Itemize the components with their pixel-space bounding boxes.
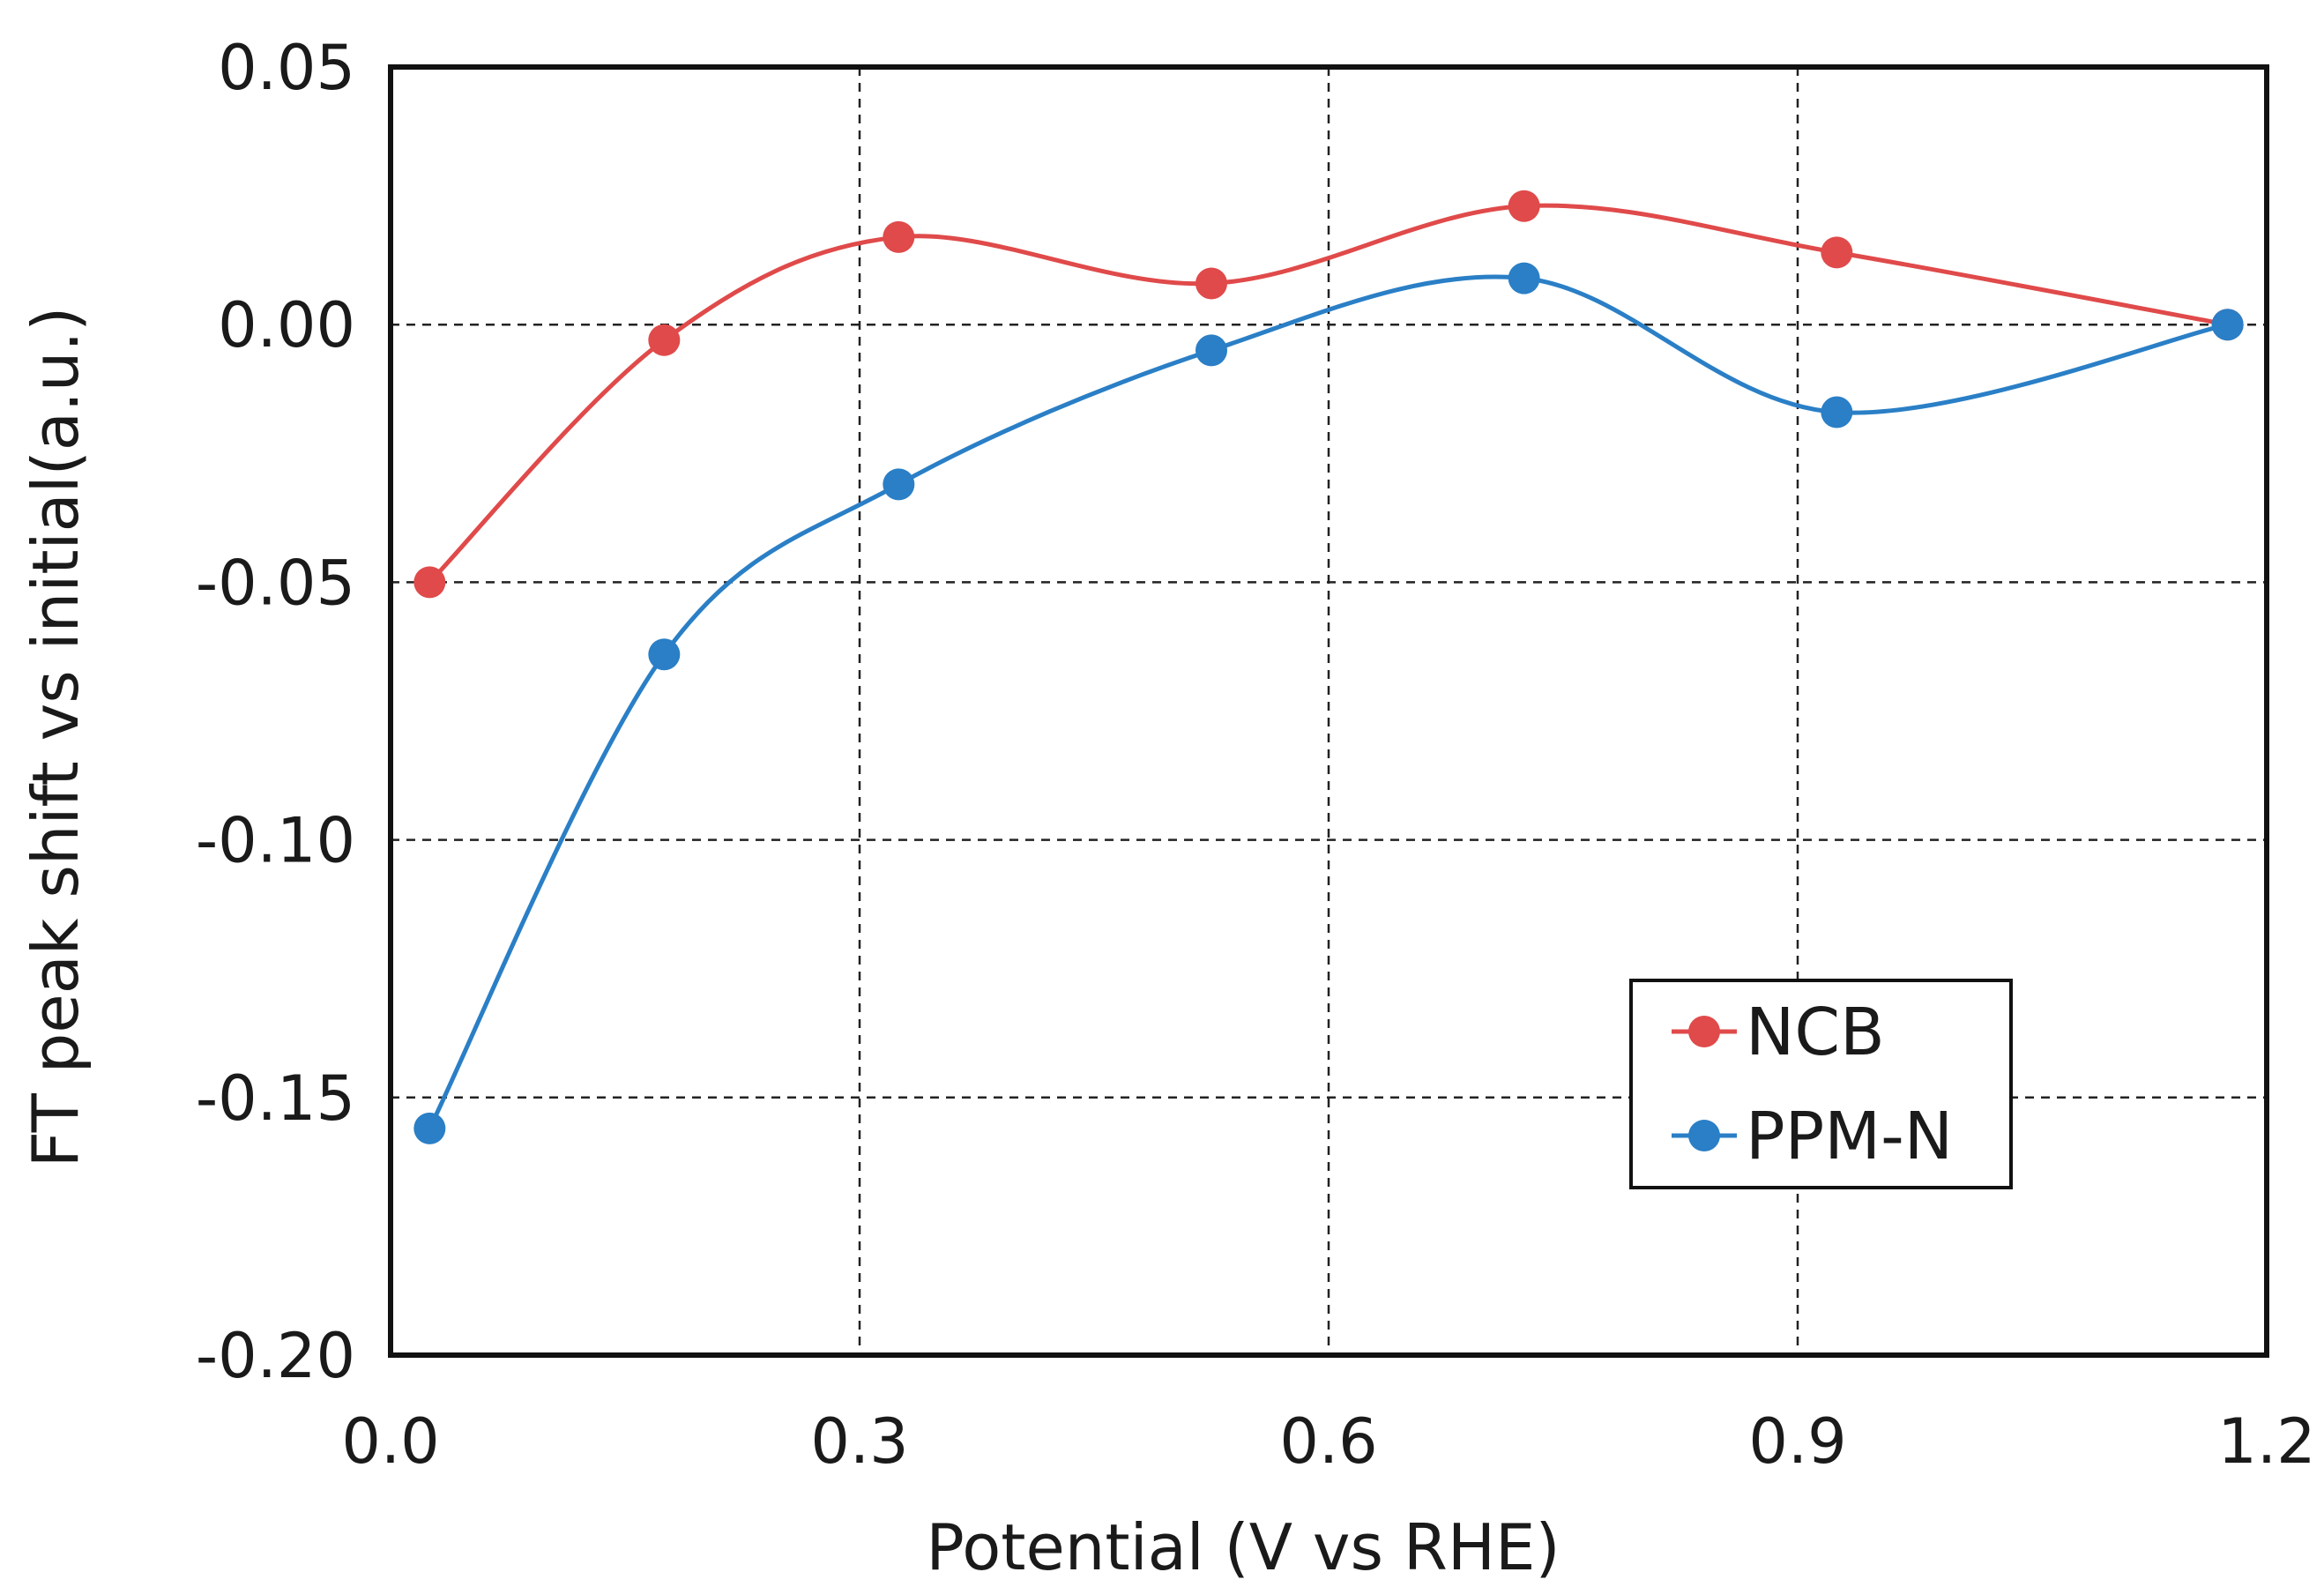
plot-frame bbox=[388, 64, 2269, 1358]
data-point-ppm-n bbox=[648, 638, 681, 671]
data-point-ppm-n bbox=[883, 468, 915, 501]
y-tick-label: 0.05 bbox=[218, 32, 355, 104]
data-point-ncb bbox=[1508, 190, 1540, 222]
data-point-ncb bbox=[648, 324, 681, 356]
y-tick-labels: 0.05 0.00 -0.05 -0.10 -0.15 -0.20 bbox=[196, 32, 355, 1392]
x-tick-label: 0.9 bbox=[1748, 1405, 1846, 1478]
x-tick-label: 0.3 bbox=[810, 1405, 908, 1478]
data-point-ppm-n bbox=[1508, 262, 1540, 294]
legend-ppm-n-label: PPM-N bbox=[1746, 1099, 1953, 1174]
x-axis-title: Potential (V vs RHE) bbox=[926, 1510, 1560, 1584]
x-tick-label: 1.2 bbox=[2217, 1405, 2315, 1478]
y-tick-label: -0.05 bbox=[196, 547, 355, 619]
data-point-ppm-n bbox=[1821, 396, 1853, 428]
data-point-ppm-n bbox=[2211, 309, 2244, 341]
data-point-ncb bbox=[1196, 267, 1227, 300]
data-point-ppm-n bbox=[1196, 334, 1227, 367]
series-layer bbox=[413, 190, 2244, 1144]
data-point-ncb bbox=[1821, 236, 1853, 269]
x-tick-label: 0.6 bbox=[1279, 1405, 1377, 1478]
series-ppm-n bbox=[413, 262, 2244, 1144]
legend-item-ncb: NCB bbox=[1672, 995, 1885, 1070]
y-tick-label: 0.00 bbox=[218, 289, 355, 361]
legend-ncb-label: NCB bbox=[1746, 995, 1885, 1070]
legend-box bbox=[1629, 979, 2013, 1189]
x-tick-label: 0.0 bbox=[341, 1405, 439, 1478]
y-tick-label: -0.20 bbox=[196, 1320, 355, 1392]
y-axis-title: FT peak shift vs initial(a.u.) bbox=[19, 307, 93, 1168]
legend: NCB PPM-N bbox=[1629, 979, 2013, 1189]
legend-ppm-n-marker bbox=[1688, 1120, 1720, 1151]
legend-ncb-marker bbox=[1688, 1016, 1720, 1047]
legend-item-ppm-n: PPM-N bbox=[1672, 1099, 1953, 1174]
series-ncb bbox=[413, 190, 2244, 599]
y-tick-label: -0.15 bbox=[196, 1062, 355, 1135]
data-point-ncb bbox=[413, 566, 446, 599]
x-tick-labels: 0.0 0.3 0.6 0.9 1.2 bbox=[341, 1405, 2315, 1478]
data-point-ncb bbox=[883, 220, 915, 253]
data-point-ppm-n bbox=[413, 1112, 446, 1144]
y-tick-label: -0.10 bbox=[196, 805, 355, 877]
